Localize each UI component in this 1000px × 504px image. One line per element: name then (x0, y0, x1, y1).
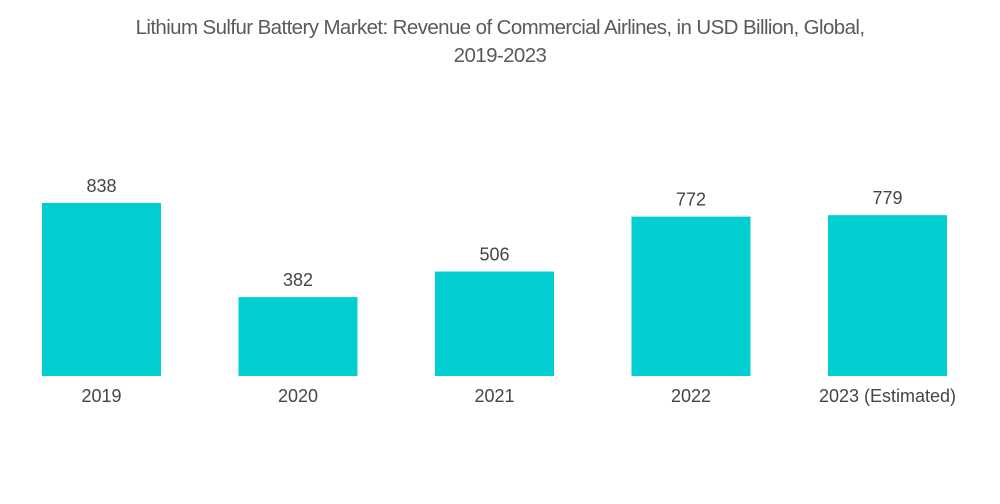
category-label: 2019 (81, 386, 121, 406)
category-label: 2022 (671, 386, 711, 406)
value-label: 772 (676, 190, 706, 210)
bar-2023 (828, 215, 947, 376)
chart-title-line-1: Lithium Sulfur Battery Market: Revenue o… (135, 16, 865, 39)
chart-title-line-2: 2019-2023 (453, 44, 547, 67)
value-label: 506 (479, 245, 509, 265)
bar-2021 (435, 271, 554, 376)
bar-2019 (42, 203, 161, 376)
value-label: 779 (872, 188, 902, 208)
value-label: 382 (283, 270, 313, 290)
chart-title: Lithium Sulfur Battery Market: Revenue o… (0, 14, 1000, 70)
bar-2020 (238, 297, 358, 376)
category-label: 2020 (278, 386, 318, 406)
category-label: 2023 (Estimated) (819, 386, 956, 406)
category-label: 2021 (474, 386, 514, 406)
bar-2022 (631, 216, 751, 376)
value-label: 838 (86, 176, 116, 196)
